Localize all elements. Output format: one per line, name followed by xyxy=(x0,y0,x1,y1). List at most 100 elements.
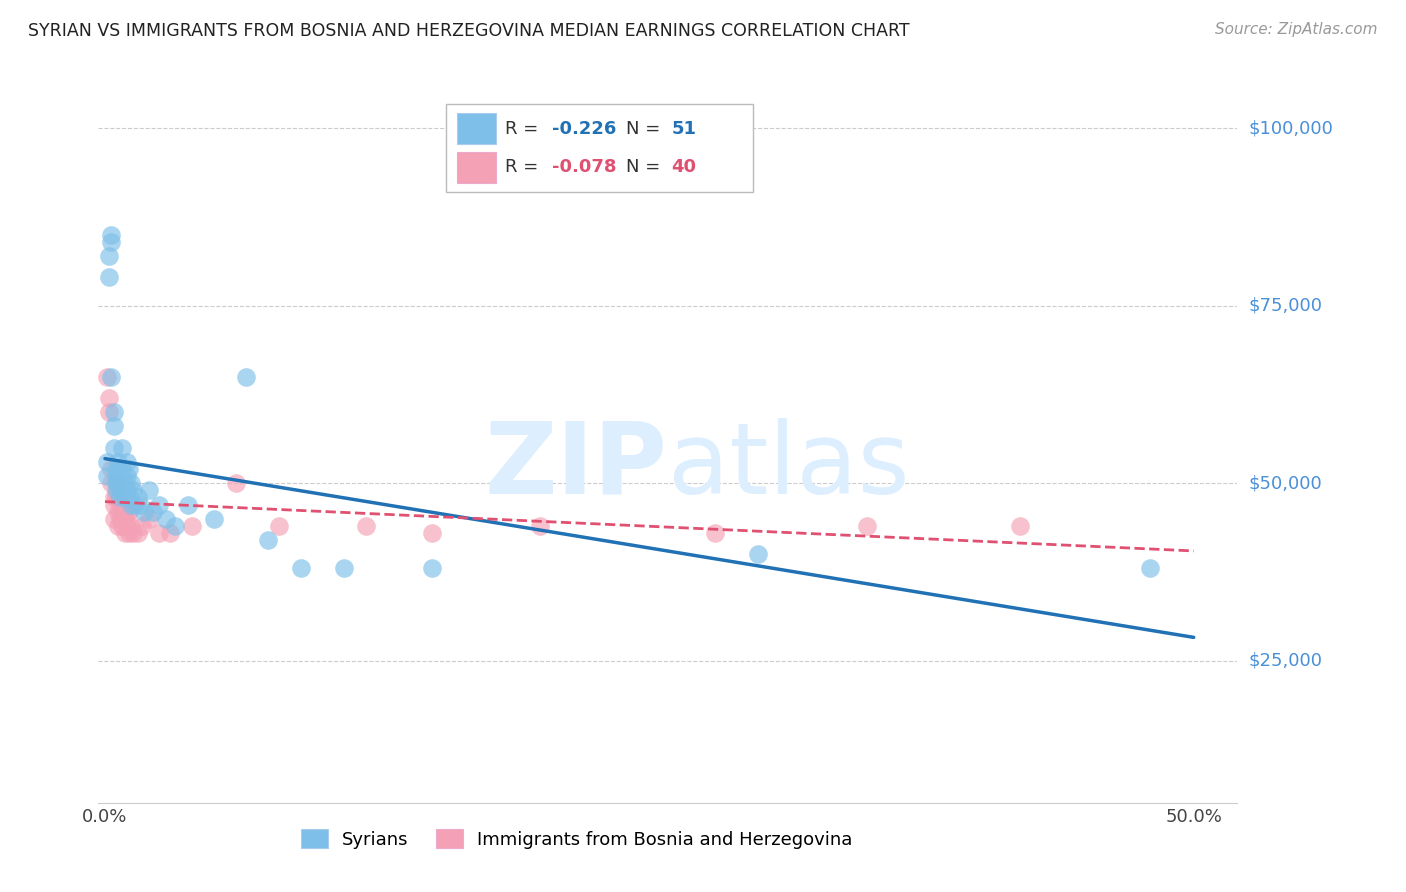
Point xyxy=(235,369,257,384)
Point xyxy=(138,483,160,498)
Point xyxy=(120,476,142,491)
Point xyxy=(333,561,356,575)
Point xyxy=(104,476,127,491)
Point xyxy=(115,469,138,483)
Legend: Syrians, Immigrants from Bosnia and Herzegovina: Syrians, Immigrants from Bosnia and Herz… xyxy=(294,822,860,856)
Point xyxy=(103,441,125,455)
Text: R =: R = xyxy=(505,120,544,138)
Point xyxy=(111,505,134,519)
Point xyxy=(103,498,125,512)
Point xyxy=(100,235,122,249)
Point xyxy=(104,476,127,491)
Point xyxy=(115,519,138,533)
Point xyxy=(225,476,247,491)
Point xyxy=(148,525,170,540)
Point xyxy=(103,491,125,505)
Point xyxy=(155,512,177,526)
Point xyxy=(118,491,141,505)
FancyBboxPatch shape xyxy=(446,104,754,192)
Point xyxy=(100,369,122,384)
Point xyxy=(354,519,377,533)
Point xyxy=(118,462,141,476)
Point xyxy=(98,249,121,263)
Text: $100,000: $100,000 xyxy=(1249,120,1333,137)
Point xyxy=(159,525,181,540)
Point xyxy=(96,455,118,469)
Point xyxy=(747,547,769,561)
Point xyxy=(529,519,551,533)
Point xyxy=(107,476,129,491)
Point xyxy=(127,525,149,540)
Point xyxy=(120,498,142,512)
Point xyxy=(122,483,145,498)
Point xyxy=(114,525,136,540)
Point xyxy=(124,498,146,512)
Point xyxy=(163,519,186,533)
Point xyxy=(856,519,879,533)
Point xyxy=(114,476,136,491)
Point xyxy=(98,270,121,285)
Point xyxy=(98,405,121,419)
Point xyxy=(108,512,131,526)
Text: -0.078: -0.078 xyxy=(551,159,616,177)
Point xyxy=(108,483,131,498)
Point xyxy=(111,462,134,476)
Point xyxy=(181,519,204,533)
Point xyxy=(107,491,129,505)
Text: 40: 40 xyxy=(671,159,696,177)
Point xyxy=(104,462,127,476)
Point xyxy=(100,476,122,491)
Point xyxy=(118,525,141,540)
Point xyxy=(107,469,129,483)
Text: 51: 51 xyxy=(671,120,696,138)
Text: $50,000: $50,000 xyxy=(1249,475,1322,492)
Point xyxy=(703,525,725,540)
Point xyxy=(122,525,145,540)
Text: atlas: atlas xyxy=(668,417,910,515)
Text: $25,000: $25,000 xyxy=(1249,652,1323,670)
Point xyxy=(257,533,280,547)
Text: $75,000: $75,000 xyxy=(1249,297,1323,315)
Text: SYRIAN VS IMMIGRANTS FROM BOSNIA AND HERZEGOVINA MEDIAN EARNINGS CORRELATION CHA: SYRIAN VS IMMIGRANTS FROM BOSNIA AND HER… xyxy=(28,22,910,40)
Point xyxy=(142,505,165,519)
Point xyxy=(111,441,134,455)
Point xyxy=(128,498,150,512)
Point xyxy=(131,519,153,533)
Text: R =: R = xyxy=(505,159,544,177)
FancyBboxPatch shape xyxy=(457,152,496,183)
Point xyxy=(103,512,125,526)
Point xyxy=(290,561,312,575)
Point xyxy=(176,498,198,512)
Point xyxy=(1008,519,1031,533)
Point xyxy=(138,512,160,526)
Point xyxy=(104,491,127,505)
Point xyxy=(115,455,138,469)
Point xyxy=(108,498,131,512)
Point xyxy=(103,405,125,419)
Point xyxy=(111,519,134,533)
Text: Source: ZipAtlas.com: Source: ZipAtlas.com xyxy=(1215,22,1378,37)
Point xyxy=(108,476,131,491)
Text: -0.226: -0.226 xyxy=(551,120,616,138)
Point xyxy=(127,491,149,505)
Text: N =: N = xyxy=(626,159,665,177)
Point xyxy=(1139,561,1161,575)
Point xyxy=(115,505,138,519)
FancyBboxPatch shape xyxy=(457,113,496,145)
Point xyxy=(114,491,136,505)
Point xyxy=(420,525,443,540)
Point xyxy=(107,455,129,469)
Point xyxy=(104,483,127,498)
Point xyxy=(108,491,131,505)
Point xyxy=(420,561,443,575)
Point xyxy=(104,469,127,483)
Point xyxy=(118,505,141,519)
Point xyxy=(96,369,118,384)
Point xyxy=(98,391,121,405)
Point xyxy=(108,476,131,491)
Point xyxy=(111,483,134,498)
Point xyxy=(202,512,225,526)
Point xyxy=(120,519,142,533)
Text: ZIP: ZIP xyxy=(485,417,668,515)
Point xyxy=(269,519,291,533)
